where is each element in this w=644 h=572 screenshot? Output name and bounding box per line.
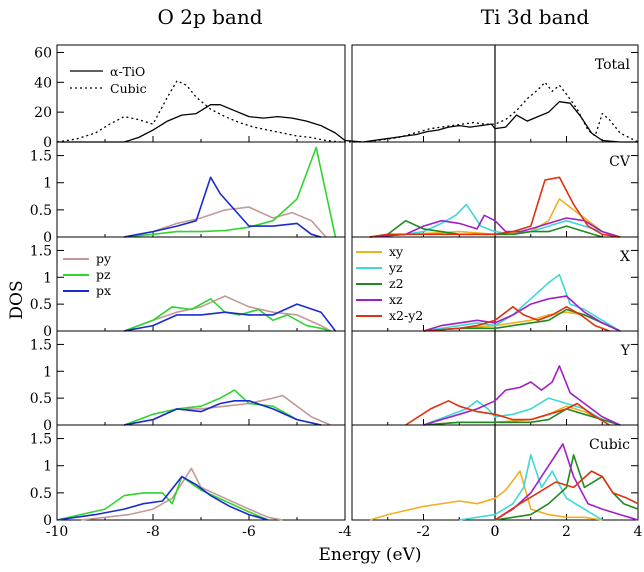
x-tick-label-zero: 0 (491, 524, 500, 540)
legend-label-x2-y2: x2-y2 (389, 308, 423, 323)
y-tick-label-cv-0: 0 (43, 230, 52, 246)
panel-label-y: Y (620, 343, 631, 359)
title-right: Ti 3d band (481, 5, 590, 29)
panel-label-cv: CV (609, 154, 631, 170)
frame-left-cubic (56, 424, 346, 521)
y-tick-label-x-1: 0.5 (30, 297, 52, 313)
panel-x: 0 0.5 1 1.5 X (30, 236, 639, 340)
y-tick-label-total-1: 20 (34, 105, 52, 121)
x-tick-label-left-0: -10 (46, 524, 69, 540)
series-x-z2 (423, 308, 621, 332)
series-cv-py (124, 206, 327, 238)
y-tick-label-x-3: 1.5 (30, 243, 52, 259)
panel-cubic: 0 0.5 1 1.5 Cubic (30, 424, 639, 529)
y-tick-label-cv-3: 1.5 (30, 149, 52, 165)
panel-label-total: Total (595, 57, 631, 73)
frame-left-cv (56, 141, 346, 238)
legend-total: α-TiO Cubic (70, 64, 147, 96)
y-tick-label-x-0: 0 (43, 324, 52, 340)
y-tick-label-cubic-3: 1.5 (30, 432, 52, 448)
series-cubic-z2 (494, 454, 639, 521)
x-tick-label-right-3: 4 (634, 524, 643, 540)
series-cubic-xz (494, 443, 639, 521)
legend-label-z2: z2 (389, 276, 404, 291)
legend-label-py: py (96, 251, 112, 266)
y-tick-label-y-2: 1 (43, 364, 52, 380)
legend-label-px: px (96, 283, 111, 298)
x-tick-label-left-2: -6 (242, 524, 256, 540)
x-tick-label-right-2: 2 (562, 524, 571, 540)
title-left: O 2p band (157, 5, 262, 29)
y-tick-label-x-2: 1 (43, 270, 52, 286)
series-cubic-px (56, 475, 269, 521)
series-x-py (123, 295, 331, 332)
x-tick-label-right-1: 0 (491, 524, 500, 540)
y-tick-label-y-3: 1.5 (30, 337, 52, 353)
panel-cv: 0 0.5 1 1.5 CV (30, 141, 639, 246)
panel-label-cubic: Cubic (589, 437, 630, 453)
series-x-xz (423, 295, 621, 332)
series-cubic-x2-y2 (494, 470, 639, 521)
series-y-pz (123, 389, 322, 426)
x-tick-label-left-1: -8 (146, 524, 160, 540)
x-tick-label-left-3: -4 (338, 524, 352, 540)
series-cv-yz (369, 203, 621, 238)
panel-label-x: X (620, 249, 630, 265)
series-x-pz (123, 297, 331, 332)
y-tick-label-cubic-1: 0.5 (30, 486, 52, 502)
y-tick-label-total-2: 40 (34, 75, 52, 91)
panel-total: 0 20 40 60 Total (34, 44, 639, 151)
x-tick-label-right-0: -2 (417, 524, 431, 540)
series-cv-pz (124, 146, 337, 238)
series-y-x2-y2 (405, 399, 610, 426)
y-tick-label-cubic-2: 1 (43, 459, 52, 475)
legend-label-yz: yz (388, 260, 403, 275)
series-total-alpha (57, 101, 638, 143)
y-tick-label-cubic-0: 0 (43, 513, 52, 529)
y-tick-label-cv-2: 1 (43, 176, 52, 192)
series-cubic-py (80, 467, 283, 521)
y-tick-label-y-1: 0.5 (30, 391, 52, 407)
y-tick-label-y-0: 0 (43, 418, 52, 434)
series-x-px (124, 303, 337, 332)
legend-label-cubic: Cubic (110, 81, 147, 96)
series-cv-px (124, 176, 322, 238)
legend-label-pz: pz (96, 267, 111, 282)
y-axis-label: DOS (7, 280, 27, 319)
series-x-x2-y2 (423, 305, 610, 332)
frame-left-total (56, 44, 346, 143)
legend-label-xz: xz (389, 292, 403, 307)
legend-label-alpha: α-TiO (110, 64, 145, 79)
legend-label-xy: xy (389, 244, 404, 259)
series-x-yz (423, 273, 621, 332)
series-cv-xz (369, 214, 621, 238)
y-tick-label-cv-1: 0.5 (30, 203, 52, 219)
y-tick-label-total-0: 0 (43, 135, 52, 151)
panel-y: 0 0.5 1 1.5 Y (30, 330, 639, 434)
series-y-px (124, 399, 322, 426)
series-cubic-xy (369, 470, 603, 521)
series-y-xz (423, 365, 621, 426)
series-cubic-yz (459, 454, 603, 521)
series-cv-x2-y2 (369, 176, 621, 238)
series-cubic-pz (56, 475, 269, 521)
x-axis-label: Energy (eV) (318, 545, 421, 565)
y-tick-label-total-3: 60 (34, 45, 52, 61)
